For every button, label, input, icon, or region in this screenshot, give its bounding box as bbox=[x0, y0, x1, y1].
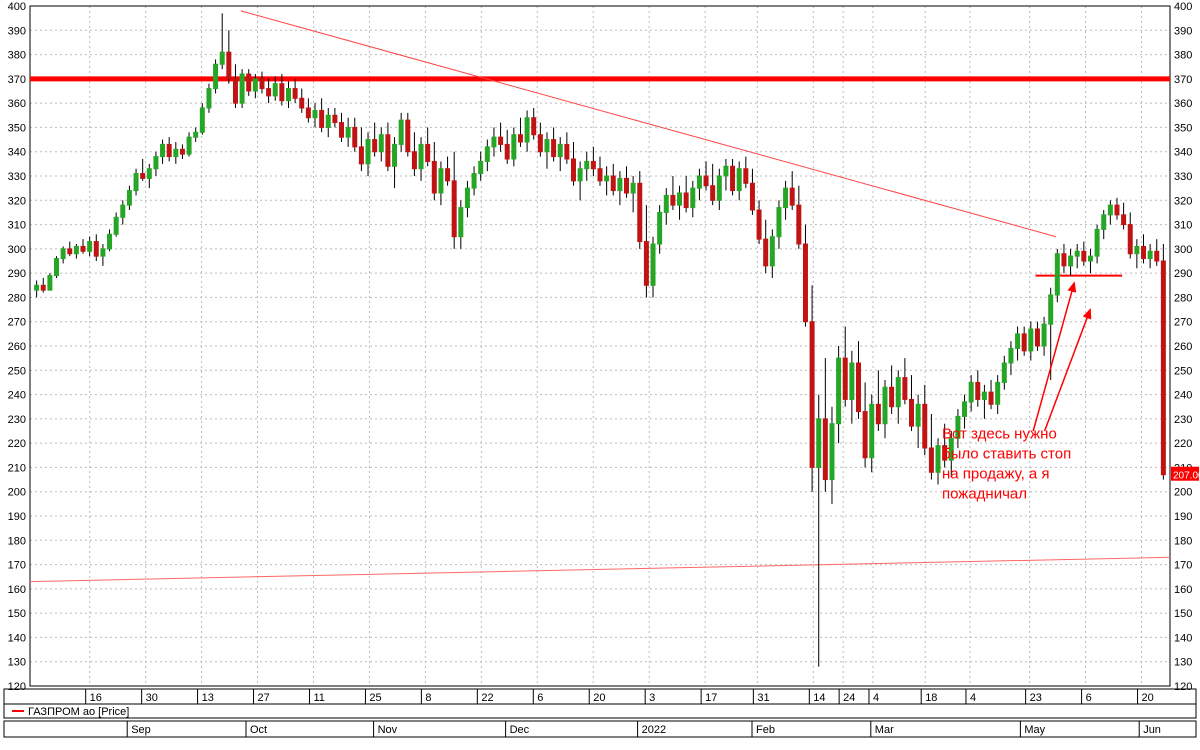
svg-text:140: 140 bbox=[1174, 632, 1192, 644]
svg-text:20: 20 bbox=[593, 692, 605, 704]
svg-text:160: 160 bbox=[8, 584, 26, 596]
svg-text:320: 320 bbox=[1174, 195, 1192, 207]
svg-text:4: 4 bbox=[970, 692, 976, 704]
svg-text:207.00: 207.00 bbox=[1173, 471, 1200, 482]
svg-text:130: 130 bbox=[1174, 657, 1192, 669]
svg-text:340: 340 bbox=[1174, 147, 1192, 159]
svg-text:25: 25 bbox=[369, 692, 381, 704]
svg-text:290: 290 bbox=[1174, 268, 1192, 280]
svg-text:Oct: Oct bbox=[250, 724, 267, 736]
svg-text:390: 390 bbox=[8, 25, 26, 37]
svg-text:190: 190 bbox=[8, 511, 26, 523]
svg-text:Mar: Mar bbox=[875, 724, 894, 736]
svg-text:250: 250 bbox=[1174, 365, 1192, 377]
svg-text:4: 4 bbox=[873, 692, 879, 704]
svg-text:280: 280 bbox=[8, 292, 26, 304]
svg-text:140: 140 bbox=[8, 632, 26, 644]
svg-text:24: 24 bbox=[843, 692, 855, 704]
svg-text:пожадничал: пожадничал bbox=[942, 485, 1027, 502]
svg-text:230: 230 bbox=[8, 414, 26, 426]
svg-text:May: May bbox=[1024, 724, 1045, 736]
svg-text:370: 370 bbox=[1174, 74, 1192, 86]
svg-text:200: 200 bbox=[8, 487, 26, 499]
svg-text:Jun: Jun bbox=[1143, 724, 1161, 736]
svg-text:400: 400 bbox=[8, 1, 26, 13]
svg-text:14: 14 bbox=[813, 692, 825, 704]
svg-text:380: 380 bbox=[8, 50, 26, 62]
svg-text:на продажу, а я: на продажу, а я bbox=[942, 465, 1050, 482]
svg-text:120: 120 bbox=[1174, 681, 1192, 693]
svg-text:290: 290 bbox=[8, 268, 26, 280]
svg-text:310: 310 bbox=[1174, 220, 1192, 232]
svg-text:170: 170 bbox=[8, 560, 26, 572]
svg-text:340: 340 bbox=[8, 147, 26, 159]
svg-text:320: 320 bbox=[8, 195, 26, 207]
svg-text:2022: 2022 bbox=[642, 724, 666, 736]
svg-text:240: 240 bbox=[8, 390, 26, 402]
candlestick-chart: { "canvas": { "width": 1200, "height": 7… bbox=[0, 0, 1200, 750]
svg-text:390: 390 bbox=[1174, 25, 1192, 37]
svg-text:360: 360 bbox=[1174, 98, 1192, 110]
svg-text:3: 3 bbox=[649, 692, 655, 704]
chart-svg: 120 120 130 130 140 140 150 150 160 160 170 170 180 1… bbox=[0, 0, 1200, 750]
svg-text:Nov: Nov bbox=[378, 724, 398, 736]
svg-text:300: 300 bbox=[8, 244, 26, 256]
svg-text:30: 30 bbox=[146, 692, 158, 704]
svg-text:200: 200 bbox=[1174, 487, 1192, 499]
svg-text:260: 260 bbox=[1174, 341, 1192, 353]
svg-text:150: 150 bbox=[8, 608, 26, 620]
svg-text:31: 31 bbox=[757, 692, 769, 704]
svg-text:250: 250 bbox=[8, 365, 26, 377]
svg-text:220: 220 bbox=[1174, 438, 1192, 450]
svg-text:6: 6 bbox=[1086, 692, 1092, 704]
svg-text:Sep: Sep bbox=[131, 724, 151, 736]
svg-text:8: 8 bbox=[425, 692, 431, 704]
svg-text:22: 22 bbox=[481, 692, 493, 704]
svg-text:360: 360 bbox=[8, 98, 26, 110]
svg-text:23: 23 bbox=[1030, 692, 1042, 704]
svg-text:170: 170 bbox=[1174, 560, 1192, 572]
svg-text:270: 270 bbox=[8, 317, 26, 329]
svg-text:Dec: Dec bbox=[510, 724, 530, 736]
svg-text:380: 380 bbox=[1174, 50, 1192, 62]
svg-text:260: 260 bbox=[8, 341, 26, 353]
svg-text:120: 120 bbox=[8, 681, 26, 693]
svg-text:220: 220 bbox=[8, 438, 26, 450]
svg-text:Feb: Feb bbox=[756, 724, 775, 736]
svg-text:280: 280 bbox=[1174, 292, 1192, 304]
svg-text:было ставить стоп: было ставить стоп bbox=[942, 445, 1071, 462]
svg-text:ГАЗПРОМ ао [Price]: ГАЗПРОМ ао [Price] bbox=[28, 706, 129, 718]
svg-text:330: 330 bbox=[8, 171, 26, 183]
svg-text:27: 27 bbox=[258, 692, 270, 704]
svg-text:230: 230 bbox=[1174, 414, 1192, 426]
svg-text:310: 310 bbox=[8, 220, 26, 232]
svg-text:6: 6 bbox=[537, 692, 543, 704]
svg-text:16: 16 bbox=[90, 692, 102, 704]
svg-text:17: 17 bbox=[705, 692, 717, 704]
svg-text:130: 130 bbox=[8, 657, 26, 669]
svg-text:18: 18 bbox=[925, 692, 937, 704]
svg-text:150: 150 bbox=[1174, 608, 1192, 620]
svg-text:240: 240 bbox=[1174, 390, 1192, 402]
svg-text:300: 300 bbox=[1174, 244, 1192, 256]
svg-text:350: 350 bbox=[8, 122, 26, 134]
svg-text:370: 370 bbox=[8, 74, 26, 86]
svg-text:400: 400 bbox=[1174, 1, 1192, 13]
svg-text:270: 270 bbox=[1174, 317, 1192, 329]
svg-text:350: 350 bbox=[1174, 122, 1192, 134]
svg-text:210: 210 bbox=[8, 462, 26, 474]
svg-text:180: 180 bbox=[1174, 535, 1192, 547]
svg-text:11: 11 bbox=[313, 692, 324, 704]
svg-text:330: 330 bbox=[1174, 171, 1192, 183]
svg-text:13: 13 bbox=[202, 692, 214, 704]
svg-text:Вот здесь нужно: Вот здесь нужно bbox=[942, 425, 1057, 442]
svg-text:180: 180 bbox=[8, 535, 26, 547]
svg-text:190: 190 bbox=[1174, 511, 1192, 523]
svg-text:160: 160 bbox=[1174, 584, 1192, 596]
svg-text:20: 20 bbox=[1142, 692, 1154, 704]
